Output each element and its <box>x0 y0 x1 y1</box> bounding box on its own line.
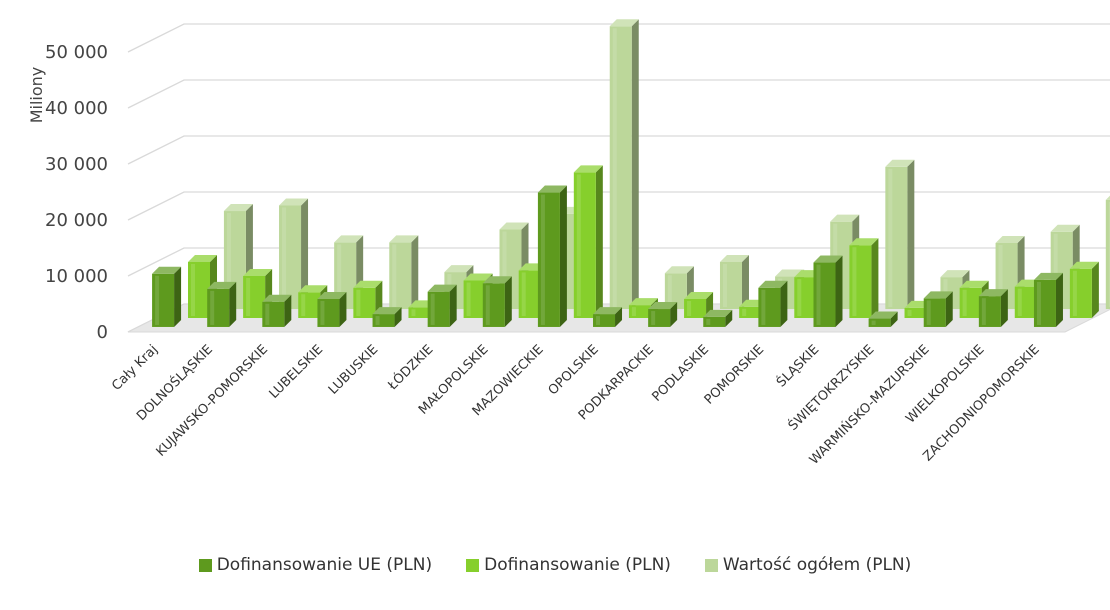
legend-label-total: Wartość ogółem (PLN) <box>722 555 912 575</box>
bar-2-16 <box>1069 261 1099 318</box>
bar-1-14 <box>923 291 953 327</box>
bar-3-12 <box>885 159 915 310</box>
x-tick-label: POMORSKIE <box>702 342 767 407</box>
y-tick-label: 20 000 <box>45 210 108 231</box>
legend-swatch-dof <box>466 558 480 572</box>
gridline <box>127 191 1110 221</box>
x-tick-label: Cały Kraj <box>109 342 161 394</box>
gridline <box>127 135 1110 165</box>
bar-1-16 <box>1033 272 1063 327</box>
gridline <box>127 247 1110 277</box>
legend-label-ue: Dofinansowanie UE (PLN) <box>216 555 433 575</box>
bar-1-4 <box>372 307 402 327</box>
y-axis-title: Miliony <box>27 67 46 124</box>
bar-1-6 <box>482 276 512 327</box>
bar-1-7 <box>537 185 567 327</box>
ticks-layer: 0 10 000 20 000 30 000 40 000 50 000 <box>45 42 108 343</box>
bar-1-8 <box>593 307 623 327</box>
bar-3-7 <box>609 19 639 310</box>
y-tick-label: 30 000 <box>45 154 108 175</box>
chart-legend: Dofinansowanie UE (PLN) Dofinansowanie (… <box>0 555 1110 575</box>
legend-item-dof: Dofinansowanie (PLN) <box>466 555 671 575</box>
gridline <box>127 79 1110 109</box>
x-tick-label: ŁÓDZKIE <box>384 342 436 394</box>
x-tick-label: LUBUSKIE <box>326 342 381 397</box>
bar-1-1 <box>207 281 237 327</box>
bar-2-3 <box>353 280 383 318</box>
bar-1-9 <box>648 302 678 327</box>
y-tick-label: 40 000 <box>45 98 108 119</box>
bar-2-7 <box>573 165 603 318</box>
bar-1-2 <box>262 294 292 327</box>
bar-3-9 <box>719 255 749 310</box>
legend-label-dof: Dofinansowanie (PLN) <box>484 555 671 575</box>
chart-svg: 0 10 000 20 000 30 000 40 000 50 000 Cały Kra… <box>27 19 1110 468</box>
legend-swatch-ue <box>198 558 212 572</box>
bar-2-12 <box>849 238 879 318</box>
cats-layer: Cały KrajDOLNOŚLĄSKIEKUJAWSKO-POMORSKIEL… <box>109 342 1043 468</box>
legend-swatch-total <box>704 558 718 572</box>
bar-1-10 <box>703 309 733 327</box>
gridline <box>127 23 1110 53</box>
bar-2-1 <box>243 269 273 318</box>
x-tick-label: ZACHODNIOPOMORSKIE <box>920 342 1042 464</box>
bar-1-15 <box>978 289 1008 327</box>
x-tick-label: ŚLĄSKIE <box>773 342 822 391</box>
legend-item-ue: Dofinansowanie UE (PLN) <box>198 555 433 575</box>
legend-item-total: Wartość ogółem (PLN) <box>704 555 912 575</box>
x-tick-label: LUBELSKIE <box>267 342 327 402</box>
bar-1-11 <box>758 280 788 327</box>
bar-3-16 <box>1105 195 1110 310</box>
y-tick-label: 10 000 <box>45 266 108 287</box>
bar-1-3 <box>317 291 347 327</box>
x-tick-label: KUJAWSKO-POMORSKIE <box>154 342 271 459</box>
y-tick-label: 50 000 <box>45 42 108 63</box>
bar-1-0 <box>152 266 182 327</box>
bar-3-3 <box>389 235 419 310</box>
bars-layer <box>152 19 1110 327</box>
y-tick-label: 0 <box>97 322 108 343</box>
bar-1-13 <box>868 311 898 327</box>
bar-1-5 <box>427 284 457 327</box>
bar-1-12 <box>813 255 843 327</box>
x-tick-label: OPOLSKIE <box>546 342 602 398</box>
bar-3-1 <box>279 198 309 310</box>
